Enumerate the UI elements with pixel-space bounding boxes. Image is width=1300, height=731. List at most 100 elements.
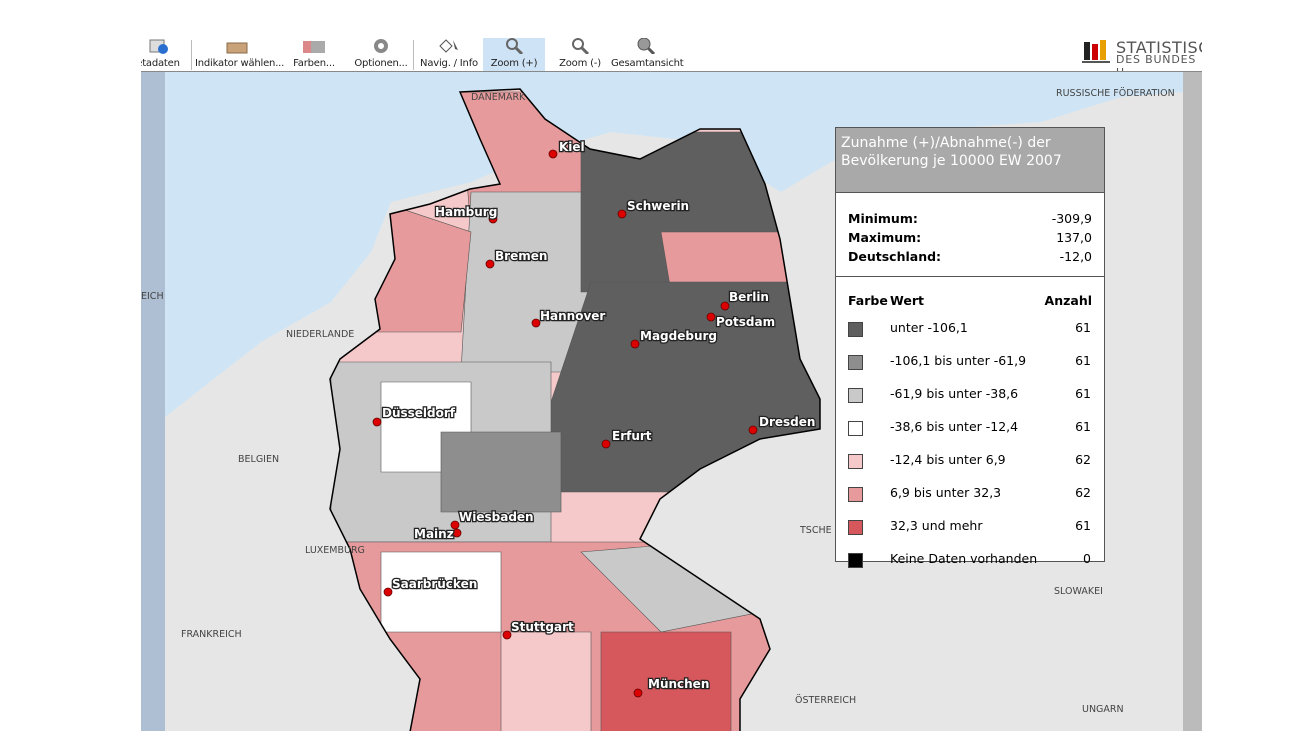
city-dot [548, 149, 558, 159]
stat-value: -309,9 [1051, 211, 1092, 226]
legend-label: -106,1 bis unter -61,9 [890, 353, 1027, 368]
city-label: Schwerin [627, 199, 689, 213]
toolbar-button[interactable]: etadaten [141, 38, 183, 71]
city-dot [531, 318, 541, 328]
legend-label: 6,9 bis unter 32,3 [890, 485, 1002, 500]
country-label: LUXEMBURG [305, 545, 365, 556]
icon [439, 39, 458, 53]
toolbar-label: Navig. / Info [420, 58, 478, 69]
legend-count: 62 [1075, 452, 1091, 467]
toolbar-button[interactable]: Gesamtansicht [611, 38, 684, 71]
icon [149, 39, 168, 54]
toolbar-button[interactable]: Navig. / Info [417, 38, 481, 71]
city-layer: Kiel Hamburg Schwerin Bremen Berlin Potsdam Ha… [372, 139, 817, 698]
icon [374, 39, 388, 53]
sea [165, 72, 1183, 417]
separator [413, 40, 414, 70]
stat-row: Deutschland: -12,0 [848, 249, 1092, 268]
stat-value: -12,0 [1059, 249, 1092, 264]
legend-label: unter -106,1 [890, 320, 968, 335]
legend-header: Farbe Wert Anzahl [836, 277, 1104, 313]
toolbar-button[interactable]: Zoom (+) [483, 38, 545, 71]
city-label: Bremen [495, 249, 547, 263]
separator [191, 40, 192, 70]
toolbar-label: Farben... [293, 58, 335, 69]
header-cell: Anzahl [1044, 293, 1092, 308]
city-dot [706, 312, 716, 322]
stat-row: Minimum: -309,9 [848, 211, 1092, 230]
toolbar-button[interactable]: Farben... [287, 38, 341, 71]
legend-row: unter -106,1 61 [836, 320, 1104, 346]
country-label: SLOWAKEI [1054, 586, 1103, 597]
toolbar-button[interactable]: Zoom (-) [551, 38, 609, 71]
city-label: Stuttgart [511, 620, 574, 634]
legend-count: 61 [1075, 320, 1091, 335]
city-dot [748, 425, 758, 435]
legend-swatch [848, 421, 863, 436]
legend-label: -12,4 bis unter 6,9 [890, 452, 1006, 467]
stat-label: Minimum: [848, 211, 918, 226]
city-dot [630, 339, 640, 349]
map: DÄNEMARK RUSSISCHE FÖDERATION EICH NIEDE… [141, 71, 1202, 731]
city-label: München [648, 677, 709, 691]
country-label: DÄNEMARK [471, 92, 526, 103]
legend-row: -106,1 bis unter -61,9 61 [836, 353, 1104, 379]
country-label: RUSSISCHE FÖDERATION [1056, 88, 1175, 99]
stat-row: Maximum: 137,0 [848, 230, 1092, 249]
icon [303, 41, 325, 53]
city-label: Erfurt [612, 429, 652, 443]
scroll-edge [141, 72, 165, 731]
logo-mark [1082, 40, 1110, 63]
toolbar-label: Indikator wählen... [195, 58, 285, 69]
header-cell: Wert [890, 293, 924, 308]
legend-label: -38,6 bis unter -12,4 [890, 419, 1019, 434]
icon [572, 38, 590, 54]
legend-swatch [848, 520, 863, 535]
legend-label: -61,9 bis unter -38,6 [890, 386, 1019, 401]
toolbar-label: Zoom (+) [490, 58, 538, 69]
app-window: etadaten Indikator wählen... Farben... O… [141, 38, 1202, 731]
city-label: Hamburg [435, 205, 497, 219]
country-label: BELGIEN [238, 454, 279, 465]
stat-label: Deutschland: [848, 249, 942, 264]
legend: Zunahme (+)/Abnahme(-) der Bevölkerung j… [835, 127, 1105, 568]
city-dot [633, 688, 643, 698]
city-dot [488, 214, 498, 224]
city-label: Hannover [540, 309, 605, 323]
country-labels: DÄNEMARK RUSSISCHE FÖDERATION EICH NIEDE… [141, 88, 1175, 715]
legend-swatch [848, 355, 863, 370]
city-label: Dresden [759, 415, 815, 429]
country-label: FRANKREICH [181, 629, 242, 640]
map-canvas: DÄNEMARK RUSSISCHE FÖDERATION EICH NIEDE… [141, 72, 1202, 731]
toolbar-label: Optionen... [354, 58, 408, 69]
legend-swatch [848, 553, 863, 568]
city-label: Saarbrücken [392, 577, 477, 591]
city-label: Wiesbaden [459, 510, 534, 524]
legend-count: 61 [1075, 419, 1091, 434]
legend-rows: unter -106,1 61 -106,1 bis unter -61,9 61 -6… [836, 320, 1104, 577]
legend-row: -12,4 bis unter 6,9 62 [836, 452, 1104, 478]
country-label: UNGARN [1082, 704, 1124, 715]
toolbar-button[interactable]: Optionen... [353, 38, 409, 71]
logo-text: STATISTISC [1116, 38, 1202, 57]
scroll-edge [1183, 72, 1202, 731]
legend-row: 6,9 bis unter 32,3 62 [836, 485, 1104, 511]
city-dot [372, 417, 382, 427]
legend-swatch [848, 487, 863, 502]
toolbar-label: Gesamtansicht [611, 58, 684, 69]
city-dot [450, 520, 460, 530]
city-dot [720, 301, 730, 311]
country-label: ÖSTERREICH [795, 695, 856, 706]
city-label: Düsseldorf [382, 406, 456, 420]
icon [226, 42, 248, 54]
legend-stats: Minimum: -309,9 Maximum: 137,0 Deutschland: -… [836, 193, 1104, 277]
toolbar-button[interactable]: Indikator wählen... [195, 38, 285, 71]
legend-row: -61,9 bis unter -38,6 61 [836, 386, 1104, 412]
city-dot [485, 259, 495, 269]
stat-label: Maximum: [848, 230, 922, 245]
toolbar-label: etadaten [141, 58, 180, 69]
country-label: TSCHE [799, 525, 832, 536]
icon [506, 38, 524, 54]
city-dot [601, 439, 611, 449]
